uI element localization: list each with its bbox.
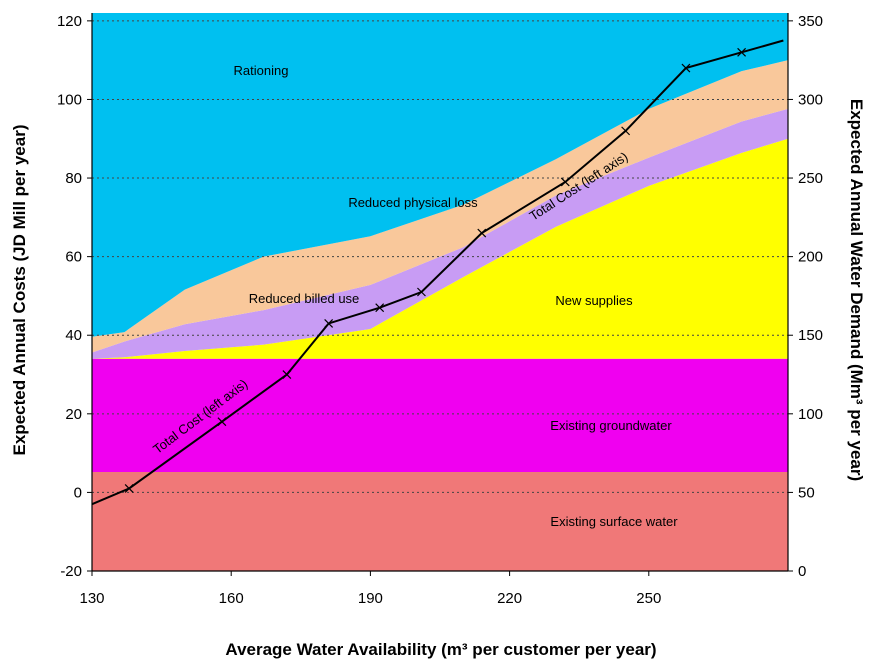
x-tick-label: 160 <box>219 590 244 607</box>
x-tick-label: 130 <box>79 590 104 607</box>
total-cost-series <box>91 39 784 506</box>
region-existing-groundwater <box>92 358 788 472</box>
left-tick-label: 80 <box>65 170 82 187</box>
left-y-axis-title: Expected Annual Costs (JD Mill per year) <box>10 125 29 456</box>
right-y-tick-labels: 0 50 100 150 200 250 300 350 <box>788 13 823 580</box>
region-existing-surface-water <box>92 471 788 571</box>
point-marker-stroke <box>375 303 385 313</box>
total-cost-point <box>681 63 691 73</box>
left-tick-label: 60 <box>65 249 82 266</box>
label-reduced-billed-use: Reduced billed use <box>249 291 360 306</box>
gridlines <box>92 20 788 493</box>
region-new-supplies <box>92 138 788 359</box>
point-marker-stroke <box>417 287 426 297</box>
x-tick-label: 220 <box>497 590 522 607</box>
total-cost-point <box>560 177 570 187</box>
total-cost-point <box>477 228 487 238</box>
left-tick-label: 120 <box>57 13 82 30</box>
total-cost-point <box>324 319 334 328</box>
left-y-tick-labels: -20 0 20 40 60 80 100 120 <box>57 13 92 580</box>
right-tick-label: 150 <box>798 327 823 344</box>
point-marker-stroke <box>681 63 691 73</box>
label-reduced-physical-loss: Reduced physical loss <box>348 195 478 210</box>
x-tick-label: 190 <box>358 590 383 607</box>
point-marker-stroke <box>621 126 631 136</box>
x-tick-label: 250 <box>636 590 661 607</box>
total-cost-point <box>282 370 292 379</box>
right-tick-label: 350 <box>798 13 823 30</box>
total-cost-point <box>124 484 134 493</box>
x-axis-title: Average Water Availability (m³ per custo… <box>225 640 656 659</box>
point-marker-stroke <box>324 319 334 328</box>
point-marker-stroke <box>477 228 487 238</box>
point-marker-stroke <box>124 484 134 493</box>
total-cost-point <box>621 126 631 136</box>
right-tick-label: 0 <box>798 563 806 580</box>
stacked-regions <box>92 13 788 571</box>
total-cost-point <box>737 47 747 57</box>
label-existing-groundwater: Existing groundwater <box>550 418 672 433</box>
label-existing-surface-water: Existing surface water <box>550 514 678 529</box>
plot-frame <box>91 13 789 572</box>
region-reduced-billed-use <box>92 108 788 359</box>
point-marker-stroke <box>282 370 292 379</box>
left-tick-label: 20 <box>65 406 82 423</box>
right-tick-label: 100 <box>798 406 823 423</box>
region-rationing <box>92 13 788 337</box>
total-cost-point <box>217 417 227 427</box>
right-y-axis-title: Expected Annual Water Demand (Mm³ per ye… <box>847 99 866 481</box>
total-cost-point <box>375 303 385 313</box>
left-tick-label: 40 <box>65 327 82 344</box>
label-rationing: Rationing <box>234 63 289 78</box>
point-marker-stroke <box>560 177 570 187</box>
right-tick-label: 50 <box>798 484 815 501</box>
right-tick-label: 300 <box>798 91 823 108</box>
region-reduced-physical-loss <box>92 60 788 353</box>
label-new-supplies: New supplies <box>555 293 633 308</box>
right-tick-label: 250 <box>798 170 823 187</box>
right-tick-label: 200 <box>798 249 823 266</box>
point-marker-stroke <box>737 47 747 57</box>
left-tick-label: 0 <box>74 484 82 501</box>
x-tick-labels: 130 160 190 220 250 <box>79 571 661 607</box>
point-marker-stroke <box>217 417 227 427</box>
left-tick-label: 100 <box>57 91 82 108</box>
left-tick-label: -20 <box>60 563 82 580</box>
total-cost-point <box>417 287 426 297</box>
